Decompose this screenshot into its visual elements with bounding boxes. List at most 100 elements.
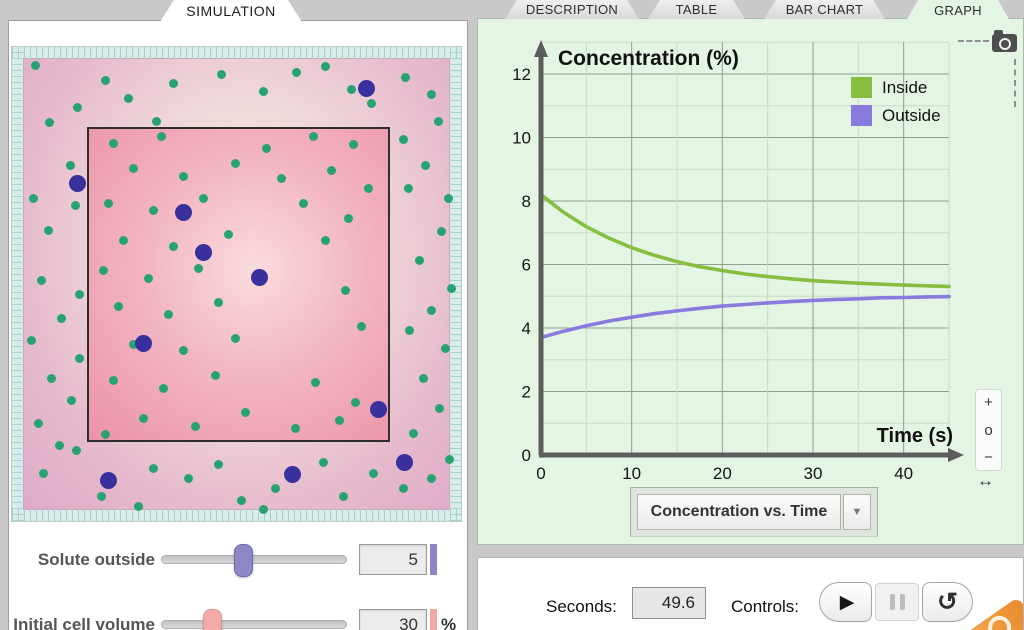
- green-solute-particle: [230, 333, 240, 343]
- tab-bar-chart-label: BAR CHART: [785, 2, 864, 17]
- solute-outside-slider-thumb[interactable]: [234, 544, 254, 577]
- green-solute-particle: [418, 373, 428, 383]
- green-solute-particle: [70, 200, 80, 210]
- graph-type-dropdown[interactable]: Concentration vs. Time ▼: [630, 487, 878, 537]
- membrane-ruler-bottom: [12, 509, 461, 521]
- graph-type-dropdown-value[interactable]: Concentration vs. Time: [637, 494, 841, 530]
- green-solute-particle: [36, 275, 46, 285]
- blue-solute-particle: [395, 453, 413, 471]
- green-solute-particle: [74, 353, 84, 363]
- green-solute-particle: [100, 429, 110, 439]
- orange-ribbon: [965, 596, 1023, 630]
- tab-description-label: DESCRIPTION: [525, 2, 619, 17]
- zoom-in-button[interactable]: +: [984, 394, 993, 411]
- controls-label: Controls:: [731, 597, 800, 616]
- solute-outside-slider-track[interactable]: [161, 555, 347, 564]
- play-button[interactable]: ▶: [819, 582, 872, 622]
- green-solute-particle: [38, 468, 48, 478]
- blue-solute-particle: [194, 243, 212, 261]
- green-solute-particle: [163, 309, 173, 319]
- green-solute-particle: [30, 60, 40, 70]
- solute-outside-value-field[interactable]: [359, 544, 427, 575]
- green-solute-particle: [71, 445, 81, 455]
- initial-cell-volume-label: Initial cell volume: [13, 615, 155, 630]
- reset-button[interactable]: ↺: [922, 582, 973, 622]
- green-solute-particle: [261, 143, 271, 153]
- green-solute-particle: [240, 407, 250, 417]
- tab-simulation[interactable]: SIMULATION: [160, 0, 302, 22]
- pause-button[interactable]: [875, 583, 919, 621]
- green-solute-particle: [444, 454, 454, 464]
- solute-outside-accent-bar: [430, 544, 437, 575]
- green-solute-particle: [420, 160, 430, 170]
- green-solute-particle: [446, 283, 456, 293]
- green-solute-particle: [363, 183, 373, 193]
- tab-table-label: TABLE: [675, 2, 718, 17]
- green-solute-particle: [44, 117, 54, 127]
- tab-bar-chart[interactable]: BAR CHART: [764, 0, 885, 19]
- green-solute-particle: [343, 213, 353, 223]
- green-solute-particle: [400, 72, 410, 82]
- green-solute-particle: [138, 413, 148, 423]
- green-solute-particle: [43, 225, 53, 235]
- green-solute-particle: [398, 483, 408, 493]
- zoom-reset-button[interactable]: o: [984, 421, 993, 439]
- green-solute-particle: [118, 235, 128, 245]
- tab-graph-label: GRAPH: [934, 3, 982, 18]
- tab-table[interactable]: TABLE: [648, 0, 745, 19]
- blue-solute-particle: [99, 471, 117, 489]
- initial-cell-volume-slider-track[interactable]: [161, 620, 347, 629]
- camera-dash-line-vertical: [1014, 59, 1016, 107]
- green-solute-particle: [128, 163, 138, 173]
- green-solute-particle: [258, 86, 268, 96]
- outside-legend-swatch: [851, 105, 872, 126]
- green-solute-particle: [276, 173, 286, 183]
- green-solute-particle: [54, 440, 64, 450]
- green-solute-particle: [258, 504, 268, 514]
- svg-text:0: 0: [522, 446, 531, 465]
- green-solute-particle: [338, 491, 348, 501]
- green-solute-particle: [398, 134, 408, 144]
- green-solute-particle: [346, 84, 356, 94]
- tab-description[interactable]: DESCRIPTION: [505, 0, 639, 19]
- green-solute-particle: [426, 305, 436, 315]
- svg-text:0: 0: [536, 464, 545, 483]
- green-solute-particle: [72, 102, 82, 112]
- green-solute-particle: [148, 205, 158, 215]
- green-solute-particle: [178, 345, 188, 355]
- svg-text:2: 2: [522, 383, 531, 402]
- green-solute-particle: [291, 67, 301, 77]
- green-solute-particle: [350, 397, 360, 407]
- green-solute-particle: [65, 160, 75, 170]
- green-solute-particle: [290, 423, 300, 433]
- green-solute-particle: [216, 69, 226, 79]
- camera-icon[interactable]: [992, 30, 1017, 52]
- green-solute-particle: [213, 297, 223, 307]
- blue-solute-particle: [68, 174, 86, 192]
- green-solute-particle: [443, 193, 453, 203]
- pause-icon: [899, 594, 905, 610]
- tab-graph[interactable]: GRAPH: [906, 0, 1010, 21]
- green-solute-particle: [56, 313, 66, 323]
- green-solute-particle: [46, 373, 56, 383]
- seconds-field[interactable]: [632, 587, 706, 619]
- inside-legend-label: Inside: [882, 77, 928, 97]
- initial-cell-volume-slider-thumb[interactable]: [202, 609, 222, 630]
- dropdown-arrow-icon[interactable]: ▼: [843, 494, 871, 530]
- zoom-out-button[interactable]: −: [984, 449, 993, 466]
- blue-solute-particle: [174, 203, 192, 221]
- green-solute-particle: [148, 463, 158, 473]
- initial-cell-volume-value-field[interactable]: [359, 609, 427, 630]
- svg-text:10: 10: [622, 464, 641, 483]
- horizontal-resize-icon[interactable]: ↔: [977, 471, 994, 490]
- green-solute-particle: [133, 501, 143, 511]
- orange-ribbon-ring: [983, 611, 1016, 630]
- graph-zoom-widget: + o −: [975, 389, 1002, 471]
- svg-text:20: 20: [713, 464, 732, 483]
- green-solute-particle: [404, 325, 414, 335]
- simulation-panel: Solute outside Initial cell volume %: [8, 20, 468, 630]
- green-solute-particle: [156, 131, 166, 141]
- green-solute-particle: [213, 459, 223, 469]
- green-solute-particle: [26, 335, 36, 345]
